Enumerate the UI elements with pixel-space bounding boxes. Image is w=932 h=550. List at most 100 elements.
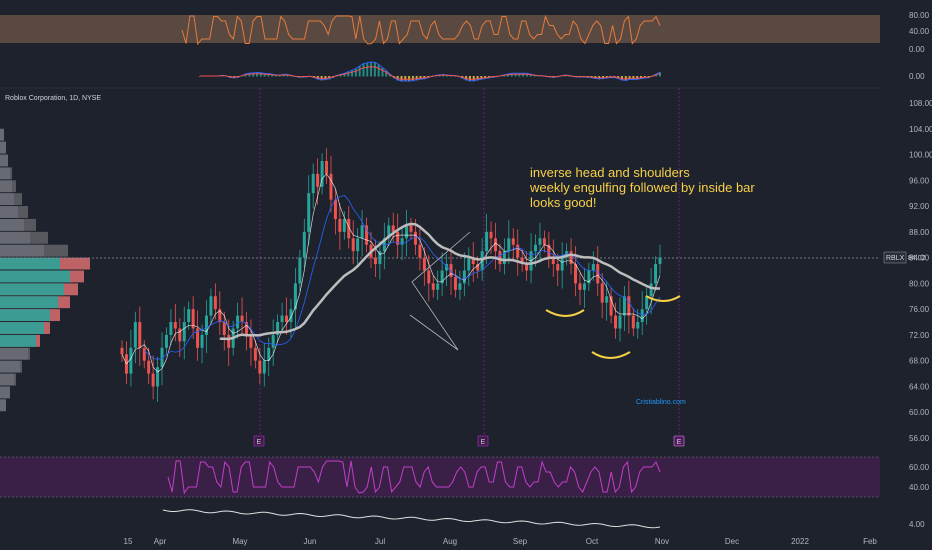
macd-histogram-bar [259,72,262,77]
price-tick: 100.00 [909,151,932,160]
volume-profile-bar-up [0,231,30,244]
moving-average-short [121,173,661,373]
price-tick: 92.00 [909,202,930,211]
volume-profile-bar-up [0,309,50,322]
candle-body [600,283,604,303]
macd-histogram-bar [525,73,528,77]
volume-profile-bar-up [0,154,8,167]
volume-profile-bar-up [0,167,10,180]
macd-histogram-bar [404,76,407,82]
candle-body [333,199,337,219]
candle-body [351,238,355,252]
macd-histogram-bar [468,76,471,82]
earnings-marker[interactable]: E [673,435,685,447]
candle-body [640,309,644,323]
macd-histogram-bar [518,73,521,77]
candle-body [298,257,302,284]
candle-body [365,225,369,245]
candle-body [636,322,640,329]
oscillator-band [0,15,880,43]
candle-body [218,309,222,323]
candle-body [542,238,546,245]
candle-body [267,347,271,361]
volume-profile-bar-up [0,180,12,193]
candle-body [605,296,609,303]
candle-body [302,231,306,258]
candle-body [129,347,133,374]
macd-histogram-bar [256,72,259,77]
candle-body [409,225,413,232]
candle-body [516,244,520,258]
candle-body [591,264,595,271]
head-arc[interactable] [591,351,631,359]
time-axis[interactable]: 15 Apr May Jun Jul Aug Sep Oct Nov Dec 2022 Feb [124,537,878,546]
candle-body [405,225,409,239]
left-shoulder-arc[interactable] [545,309,585,317]
macd-histogram-bar [271,74,274,77]
last-price-tag: RBLX 84.02 [883,251,926,264]
candle-body [449,264,453,277]
macd-histogram-bar [248,73,251,77]
candle-body [120,347,124,355]
candle-body [596,264,600,284]
candle-body [382,238,386,252]
rsi-line [167,460,661,495]
earnings-marker[interactable]: E [253,435,265,447]
time-tick: 15 [124,537,133,546]
candle-body [169,322,173,335]
price-tick: 88.00 [909,228,930,237]
candle-body [204,315,208,335]
candle-body [645,296,649,310]
macd-histogram-bar [659,72,661,77]
price-tick: 104.00 [909,125,932,134]
candle-body [262,360,266,374]
volume-profile-bar-up [0,141,6,154]
triangle-drawing[interactable] [409,231,471,351]
annotation-line-1: inverse head and shoulders [530,165,690,180]
price-tick: 64.00 [909,382,930,391]
volume-profile-bar-up [0,257,60,270]
candle-body [196,328,200,348]
candle-body [236,315,240,329]
candle-body [276,322,280,335]
indicator-tick: 80.00 [909,11,930,20]
macd-histogram-bar [263,73,266,77]
earnings-marker[interactable]: E [477,435,489,447]
price-axis[interactable]: 108.00 104.00 100.00 96.00 92.00 88.00 84.00 80… [909,99,932,443]
indicator-axes: 80.00 40.00 0.00 0.00 60.00 40.00 4.00 [909,11,930,529]
macd-histogram-bar [381,67,384,77]
candle-body [138,322,142,348]
candle-body [614,315,618,329]
macd-histogram-bar [370,61,373,77]
candle-body [436,283,440,290]
candle-body [253,347,257,361]
volume-profile-bar-up [0,244,44,257]
volume-profile [0,128,90,412]
volume-profile-bar-up [0,360,20,373]
candle-body [547,244,551,258]
macd-histogram-bar [343,73,346,77]
volume-profile-bar-up [0,334,36,347]
macd-histogram-bar [244,73,247,77]
watermark: Cristiablino.com [636,399,686,406]
candle-body [347,218,351,239]
candle-body [151,373,155,387]
right-shoulder-arc[interactable] [645,295,681,302]
moving-average-long [219,222,660,341]
volume-profile-bar-up [0,347,28,360]
candle-body [187,309,191,323]
candle-body [316,173,320,187]
candle-body [164,334,168,348]
candle-body [574,264,578,284]
price-tick: 80.00 [909,279,930,288]
candle-body [622,296,626,316]
volume-profile-bar-up [0,218,24,231]
main-price-pane[interactable]: inverse head and shoulders weekly engulf… [0,88,880,440]
candle-body [173,322,177,329]
candle-body [609,296,613,316]
candle-body [182,322,186,342]
price-tick: 72.00 [909,331,930,340]
candle-body [440,270,444,284]
candle-body [293,283,297,310]
